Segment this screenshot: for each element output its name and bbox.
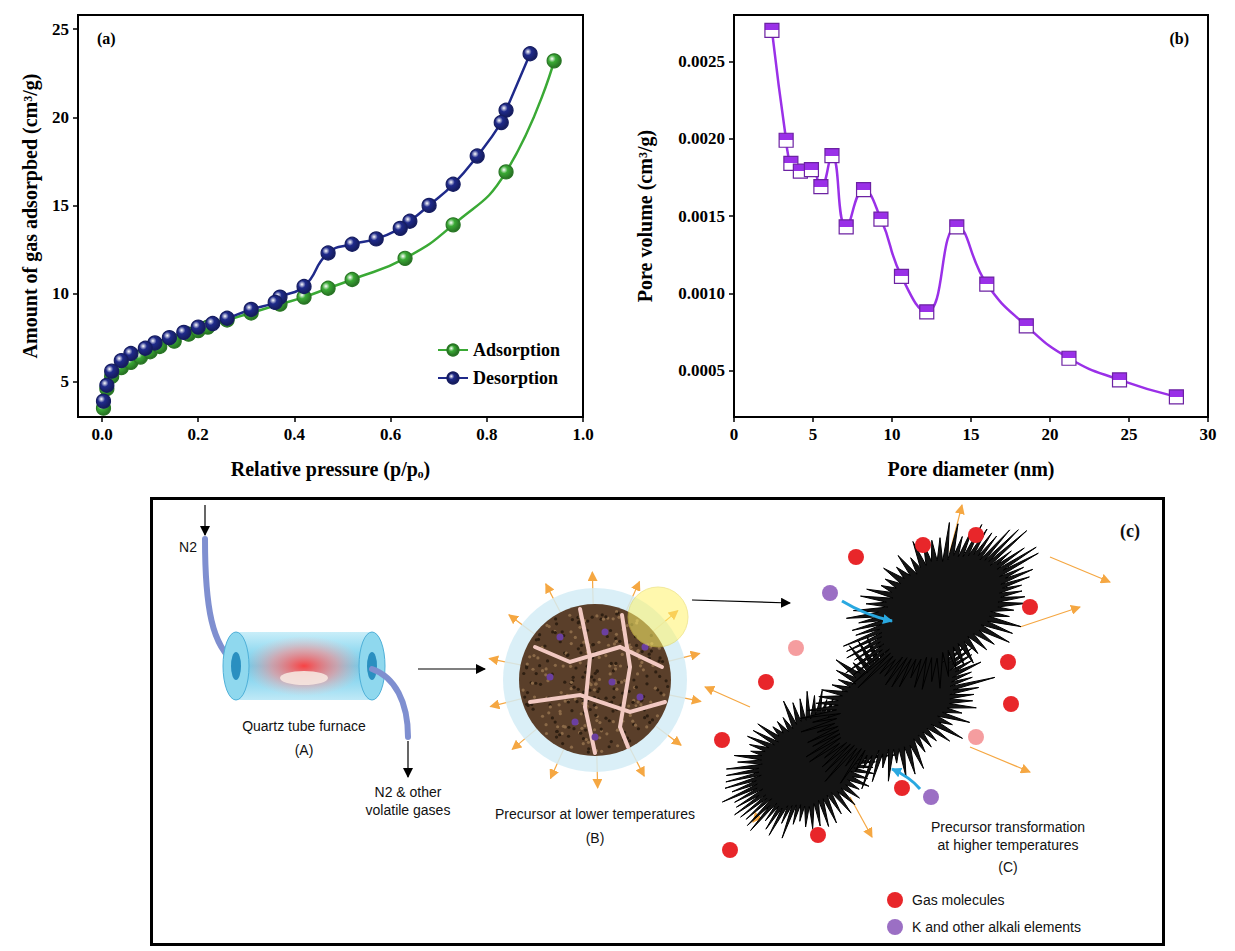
svg-text:0.0025: 0.0025 — [678, 52, 725, 71]
svg-text:Precursor at lower temperature: Precursor at lower temperatures — [495, 806, 695, 822]
svg-text:20: 20 — [1042, 425, 1059, 444]
svg-text:at higher temperatures: at higher temperatures — [938, 837, 1079, 853]
svg-text:Pore diameter (nm): Pore diameter (nm) — [888, 458, 1055, 481]
svg-text:Adsorption: Adsorption — [473, 340, 560, 360]
svg-text:5: 5 — [809, 425, 818, 444]
svg-text:(b): (b) — [1169, 30, 1189, 48]
svg-text:(c): (c) — [1120, 521, 1140, 542]
svg-text:0.4: 0.4 — [284, 425, 306, 444]
svg-text:30: 30 — [1200, 425, 1217, 444]
svg-text:K and other alkali elements: K and other alkali elements — [912, 919, 1081, 935]
svg-text:N2: N2 — [179, 539, 197, 555]
svg-text:0: 0 — [730, 425, 739, 444]
svg-text:5: 5 — [61, 372, 70, 391]
svg-text:25: 25 — [52, 20, 69, 39]
svg-text:volatile gases: volatile gases — [366, 802, 451, 818]
svg-text:0.0010: 0.0010 — [678, 284, 725, 303]
svg-text:0.0: 0.0 — [91, 425, 112, 444]
svg-text:25: 25 — [1121, 425, 1138, 444]
svg-text:15: 15 — [52, 196, 69, 215]
svg-text:(A): (A) — [295, 742, 314, 758]
svg-text:0.0005: 0.0005 — [678, 361, 725, 380]
svg-text:0.0015: 0.0015 — [678, 207, 725, 226]
svg-text:0.6: 0.6 — [380, 425, 401, 444]
svg-text:(C): (C) — [998, 859, 1017, 875]
svg-text:Amount of gas adsorpbed (cm³/g: Amount of gas adsorpbed (cm³/g) — [19, 74, 42, 359]
svg-text:20: 20 — [52, 108, 69, 127]
svg-text:0.0020: 0.0020 — [678, 129, 725, 148]
svg-text:Quartz tube furnace: Quartz tube furnace — [242, 718, 366, 734]
svg-text:Relative pressure (p/pₒ): Relative pressure (p/pₒ) — [231, 458, 430, 481]
svg-text:15: 15 — [963, 425, 980, 444]
svg-text:10: 10 — [52, 284, 69, 303]
svg-text:Pore volume (cm³/g): Pore volume (cm³/g) — [634, 130, 657, 302]
svg-text:Gas molecules: Gas molecules — [912, 892, 1005, 908]
svg-text:0.8: 0.8 — [476, 425, 497, 444]
svg-text:Desorption: Desorption — [473, 368, 558, 388]
svg-text:1.0: 1.0 — [572, 425, 593, 444]
svg-text:N2 & other: N2 & other — [375, 784, 442, 800]
svg-text:Precursor transformation: Precursor transformation — [931, 819, 1085, 835]
svg-text:(a): (a) — [97, 30, 116, 48]
svg-text:10: 10 — [884, 425, 901, 444]
svg-text:0.2: 0.2 — [188, 425, 209, 444]
svg-text:(B): (B) — [586, 830, 605, 846]
